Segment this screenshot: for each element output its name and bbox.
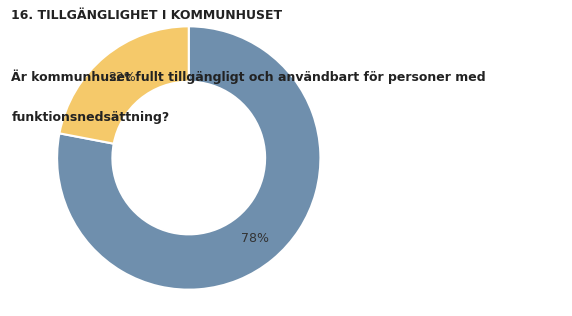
Text: 78%: 78% <box>241 232 269 245</box>
Text: 22%: 22% <box>109 71 136 84</box>
Text: 16. TILLGÄNGLIGHET I KOMMUNHUSET: 16. TILLGÄNGLIGHET I KOMMUNHUSET <box>11 9 283 22</box>
Wedge shape <box>57 26 320 290</box>
Text: funktionsnedsättning?: funktionsnedsättning? <box>11 111 170 124</box>
Text: Är kommunhuset fullt tillgängligt och användbart för personer med: Är kommunhuset fullt tillgängligt och an… <box>11 70 486 84</box>
Wedge shape <box>59 26 189 144</box>
